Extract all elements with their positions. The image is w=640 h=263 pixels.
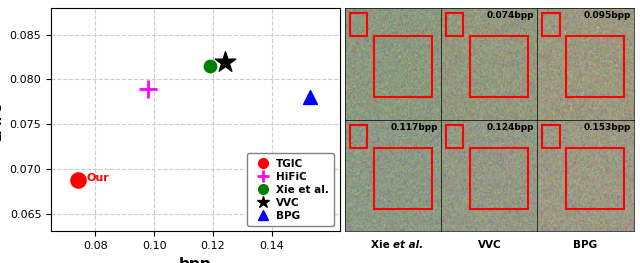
Text: 0.124bpp: 0.124bpp bbox=[487, 123, 534, 132]
Bar bbox=[470, 148, 528, 209]
Point bbox=[220, 59, 230, 64]
Bar bbox=[350, 125, 367, 148]
X-axis label: bpp: bpp bbox=[179, 257, 212, 263]
Point bbox=[72, 178, 83, 182]
Legend: TGIC, HiFiC, Xie et al., VVC, BPG: TGIC, HiFiC, Xie et al., VVC, BPG bbox=[247, 153, 334, 226]
Bar bbox=[446, 13, 463, 36]
Bar bbox=[350, 13, 367, 36]
Text: Original: Original bbox=[370, 129, 417, 139]
Bar bbox=[566, 148, 624, 209]
Text: BPG: BPG bbox=[573, 240, 598, 250]
Text: 0.074bpp: 0.074bpp bbox=[487, 11, 534, 20]
Point bbox=[143, 87, 154, 91]
Bar bbox=[566, 36, 624, 97]
Text: Xie: Xie bbox=[371, 240, 394, 250]
Point bbox=[305, 95, 316, 99]
Text: et al.: et al. bbox=[394, 240, 424, 250]
Bar bbox=[470, 36, 528, 97]
Text: HiFiC: HiFiC bbox=[570, 129, 601, 139]
Text: Our: Our bbox=[86, 173, 109, 183]
Point bbox=[205, 64, 215, 68]
Bar bbox=[542, 13, 559, 36]
Y-axis label: LPIPS: LPIPS bbox=[0, 100, 4, 140]
Text: TGIC: TGIC bbox=[476, 129, 503, 139]
Bar bbox=[374, 148, 432, 209]
Text: VVC: VVC bbox=[477, 240, 501, 250]
Bar bbox=[374, 36, 432, 97]
Text: 0.117bpp: 0.117bpp bbox=[391, 123, 438, 132]
Text: 0.153bpp: 0.153bpp bbox=[583, 123, 630, 132]
Bar bbox=[446, 125, 463, 148]
Text: 0.095bpp: 0.095bpp bbox=[583, 11, 630, 20]
Bar bbox=[542, 125, 559, 148]
